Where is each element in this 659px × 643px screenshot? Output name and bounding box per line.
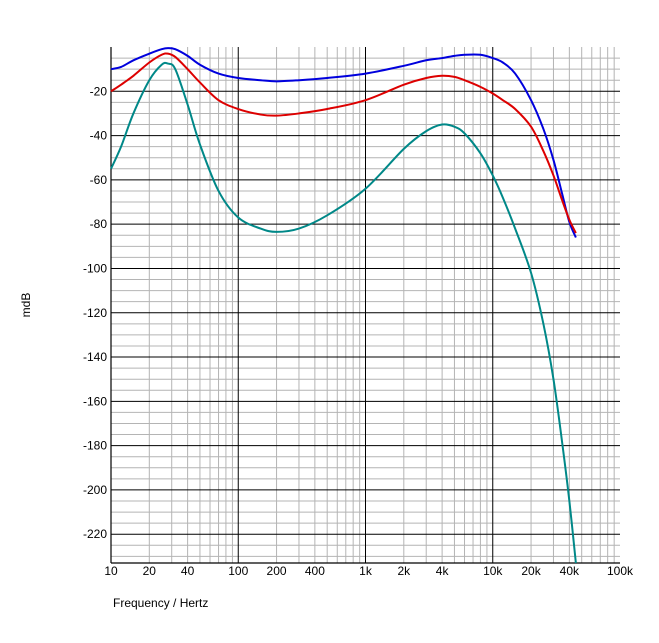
- x-tick-labels: 10 20 40 100 200 400 1k 2k 4k 10k 20k 40k 100k: [104, 564, 634, 578]
- series-line-2: [110, 52, 577, 234]
- x-tick-label: 10: [104, 564, 118, 578]
- y-tick-label: -60: [90, 173, 108, 187]
- series-group: [110, 47, 577, 564]
- y-tick-label: -100: [83, 261, 107, 275]
- y-tick-label: -180: [83, 439, 107, 453]
- minor-gridlines: [111, 47, 620, 563]
- series-line-3: [110, 61, 577, 564]
- y-tick-label: -20: [90, 84, 108, 98]
- x-tick-label: 40k: [560, 564, 580, 578]
- series-line-1: [110, 47, 577, 238]
- x-tick-label: 400: [305, 564, 325, 578]
- x-tick-label: 200: [267, 564, 287, 578]
- major-gridlines: [111, 47, 620, 563]
- y-tick-label: -120: [83, 306, 107, 320]
- y-tick-label: -200: [83, 483, 107, 497]
- y-tick-label: -220: [83, 527, 107, 541]
- x-tick-label: 100k: [607, 564, 634, 578]
- y-axis-label: mdB: [19, 293, 33, 318]
- y-tick-label: -140: [83, 350, 107, 364]
- y-tick-label: -160: [83, 394, 107, 408]
- x-axis-label: Frequency / Hertz: [113, 596, 208, 610]
- x-tick-label: 2k: [397, 564, 411, 578]
- x-tick-label: 20k: [521, 564, 541, 578]
- y-tick-labels: -20 -40 -60 -80 -100 -120 -140 -160 -180 -200 -220: [83, 84, 107, 541]
- y-tick-label: -80: [90, 217, 108, 231]
- x-tick-label: 4k: [436, 564, 450, 578]
- x-tick-label: 20: [143, 564, 157, 578]
- x-tick-label: 40: [181, 564, 195, 578]
- y-tick-label: -40: [90, 129, 108, 143]
- x-tick-label: 1k: [359, 564, 373, 578]
- x-tick-label: 100: [228, 564, 248, 578]
- x-tick-label: 10k: [483, 564, 503, 578]
